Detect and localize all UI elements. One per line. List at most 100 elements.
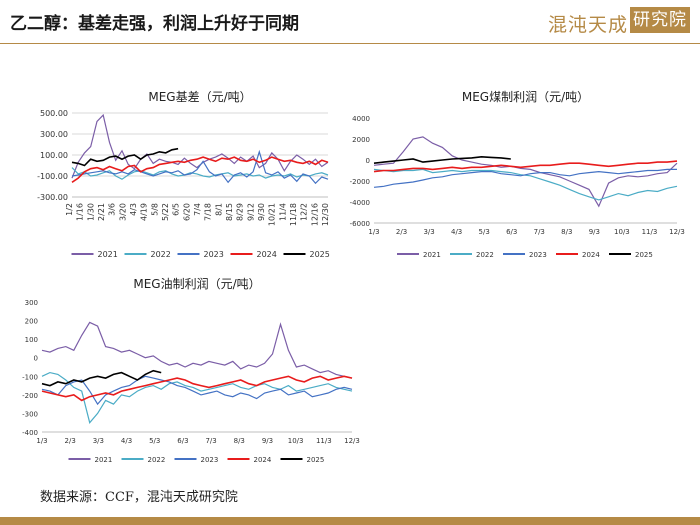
x-tick-label: 6/3 xyxy=(177,437,188,445)
x-tick-label: 9/30 xyxy=(257,203,266,221)
legend-label-2023: 2023 xyxy=(201,456,219,464)
series-line-2025 xyxy=(373,155,511,164)
legend-label-2021: 2021 xyxy=(423,251,441,259)
y-tick-label: -100 xyxy=(22,373,38,381)
x-tick-label: 8/3 xyxy=(561,228,572,236)
x-tick-label: 2/3 xyxy=(65,437,76,445)
x-tick-label: 7/18 xyxy=(204,203,213,221)
x-tick-label: 1/16 xyxy=(76,203,85,221)
x-tick-label: 8/1 xyxy=(214,203,223,216)
x-tick-label: 12/2 xyxy=(300,203,309,221)
x-tick-label: 9/3 xyxy=(589,228,600,236)
y-tick-label: 300 xyxy=(25,299,38,307)
x-tick-label: 8/15 xyxy=(225,203,234,221)
x-tick-label: 5/22 xyxy=(161,203,170,221)
y-tick-label: 500.00 xyxy=(40,109,68,118)
legend-label-2023: 2023 xyxy=(529,251,547,259)
legend-label-2021: 2021 xyxy=(98,250,118,259)
x-tick-label: 12/30 xyxy=(321,203,330,226)
series-line-2024 xyxy=(71,156,329,183)
series-line-2022 xyxy=(41,371,353,424)
y-tick-label: 4000 xyxy=(352,115,370,123)
y-tick-label: -300.00 xyxy=(37,193,68,202)
series-line-2022 xyxy=(373,168,678,201)
x-tick-label: 12/3 xyxy=(344,437,360,445)
chart-title: MEG油制利润（元/吨） xyxy=(133,277,260,291)
source-note: 数据来源：CCF，混沌天成研究院 xyxy=(40,490,238,505)
x-tick-label: 6/5 xyxy=(172,203,181,216)
chart-meg-coal-profit: MEG煤制利润（元/吨） 4000 2000 0 -2000 -4000 -6000 1/3 2… xyxy=(342,85,687,265)
legend-label-2023: 2023 xyxy=(204,250,224,259)
legend-label-2024: 2024 xyxy=(254,456,272,464)
x-tick-label: 2/21 xyxy=(97,203,106,221)
header-divider xyxy=(0,43,700,44)
legend-label-2021: 2021 xyxy=(95,456,113,464)
y-tick-label: -4000 xyxy=(350,199,370,207)
x-tick-label: 4/3 xyxy=(129,203,138,216)
chart-meg-oil-profit: MEG油制利润（元/吨） 300 200 100 0 -100 -200 -300 -400 1/… xyxy=(18,272,360,470)
x-tick-label: 4/19 xyxy=(140,203,149,221)
series-line-2024 xyxy=(41,375,353,402)
x-tick-label: 6/3 xyxy=(506,228,517,236)
y-tick-label: 0 xyxy=(34,355,38,363)
x-tick-label: 3/6 xyxy=(108,203,117,216)
y-tick-label: 200 xyxy=(25,318,38,326)
logo-text: 混沌天成 xyxy=(548,14,629,36)
y-tick-label: -6000 xyxy=(350,220,370,228)
y-tick-label: -400 xyxy=(22,429,38,437)
x-tick-label: 9/12 xyxy=(246,203,255,221)
series-line-2022 xyxy=(71,167,329,180)
series-line-2023 xyxy=(71,149,329,185)
series-line-2021 xyxy=(373,136,678,208)
logo-box-text: 研究院 xyxy=(630,7,690,33)
x-tick-label: 10/3 xyxy=(614,228,630,236)
series-line-2025 xyxy=(71,147,179,167)
x-tick-label: 11/3 xyxy=(316,437,332,445)
x-tick-label: 11/4 xyxy=(278,203,287,221)
x-tick-label: 11/18 xyxy=(289,203,298,226)
legend-label-2025: 2025 xyxy=(307,456,325,464)
x-tick-label: 4/3 xyxy=(121,437,132,445)
x-tick-label: 7/3 xyxy=(534,228,545,236)
y-tick-label: 2000 xyxy=(352,136,370,144)
series-line-2021 xyxy=(41,321,353,379)
header: 乙二醇：基差走强，利润上升好于同期 混沌天成 研究院 xyxy=(0,0,700,44)
x-tick-label: 8/29 xyxy=(236,203,245,221)
legend-label-2024: 2024 xyxy=(257,250,277,259)
x-tick-label: 5/3 xyxy=(479,228,490,236)
y-tick-label: 0 xyxy=(366,157,370,165)
chart-title: MEG基差（元/吨） xyxy=(148,90,251,104)
y-tick-label: -100.00 xyxy=(37,172,68,181)
x-tick-label: 8/3 xyxy=(234,437,245,445)
x-tick-label: 1/30 xyxy=(86,203,95,221)
page-title: 乙二醇：基差走强，利润上升好于同期 xyxy=(10,14,299,34)
series-line-2023 xyxy=(373,168,677,188)
y-tick-label: 100 xyxy=(25,336,38,344)
y-tick-label: -300 xyxy=(22,410,38,418)
x-tick-label: 5/8 xyxy=(150,203,159,216)
x-tick-label: 10/3 xyxy=(288,437,304,445)
series-line-2024 xyxy=(373,160,678,173)
x-tick-label: 12/16 xyxy=(310,203,319,226)
legend-label-2025: 2025 xyxy=(635,251,653,259)
chart-title: MEG煤制利润（元/吨） xyxy=(462,90,589,104)
x-tick-label: 1/2 xyxy=(65,203,74,216)
x-tick-label: 9/3 xyxy=(262,437,273,445)
x-tick-label: 7/4 xyxy=(193,203,202,216)
brand-logo: 混沌天成 研究院 xyxy=(548,6,694,36)
x-tick-label: 2/3 xyxy=(396,228,407,236)
x-tick-label: 1/3 xyxy=(36,437,47,445)
x-tick-label: 4/3 xyxy=(451,228,462,236)
legend-label-2022: 2022 xyxy=(476,251,494,259)
y-tick-label: -2000 xyxy=(350,178,370,186)
legend-label-2025: 2025 xyxy=(310,250,330,259)
x-tick-label: 3/20 xyxy=(118,203,127,221)
series-line-2025 xyxy=(41,369,162,387)
legend-label-2022: 2022 xyxy=(148,456,166,464)
series-line-2021 xyxy=(71,113,329,179)
x-tick-label: 7/3 xyxy=(205,437,216,445)
y-tick-label: 300.00 xyxy=(40,130,68,139)
bottom-bar xyxy=(0,517,700,525)
chart-meg-basis: MEG基差（元/吨） 500.00 300.00 100.00 -100.00 -300.… xyxy=(22,85,340,265)
y-tick-label: -200 xyxy=(22,392,38,400)
